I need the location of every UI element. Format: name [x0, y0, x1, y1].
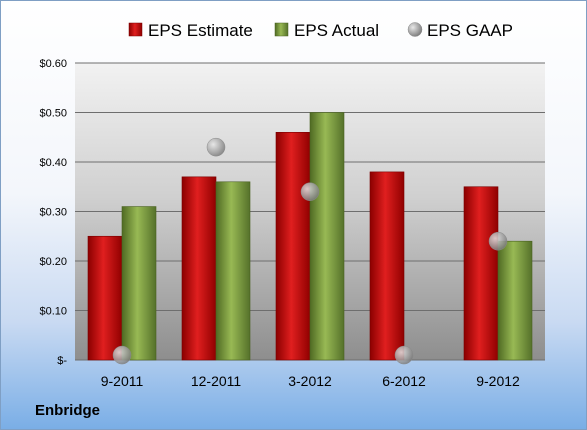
y-tick-label: $-: [57, 355, 67, 367]
legend-label: EPS GAAP: [427, 21, 513, 40]
legend-label: EPS Actual: [294, 21, 379, 40]
y-tick-label: $0.30: [39, 207, 67, 219]
eps-gaap-point: [488, 231, 508, 251]
eps-estimate-bar: [275, 132, 311, 361]
y-tick-label: $0.10: [39, 306, 67, 318]
legend-swatch: [128, 22, 143, 37]
x-tick-label: 9-2011: [101, 373, 144, 389]
eps-estimate-bar: [369, 171, 405, 361]
eps-actual-bar: [497, 240, 533, 361]
eps-estimate-bar: [87, 235, 123, 361]
legend-swatch: [407, 22, 423, 37]
x-tick-label: 9-2012: [476, 373, 520, 389]
eps-actual-bar: [309, 112, 345, 361]
eps-estimate-bar: [463, 186, 499, 361]
x-tick-label: 3-2012: [288, 373, 332, 389]
x-tick-label: 12-2011: [191, 373, 242, 389]
y-tick-label: $0.20: [39, 256, 67, 268]
eps-gaap-point: [112, 345, 132, 365]
legend-label: EPS Estimate: [148, 21, 253, 40]
y-tick-label: $0.40: [39, 157, 67, 169]
eps-gaap-point: [394, 345, 414, 365]
y-tick-label: $0.60: [39, 58, 67, 70]
x-tick-label: 6-2012: [382, 373, 426, 389]
legend-swatch: [274, 22, 289, 37]
y-tick-label: $0.50: [39, 108, 67, 120]
eps-actual-bar: [121, 206, 157, 361]
eps-gaap-point: [206, 137, 226, 157]
company-name: Enbridge: [35, 402, 101, 419]
eps-actual-bar: [215, 181, 251, 361]
eps-gaap-point: [300, 182, 320, 201]
eps-estimate-bar: [181, 176, 217, 361]
